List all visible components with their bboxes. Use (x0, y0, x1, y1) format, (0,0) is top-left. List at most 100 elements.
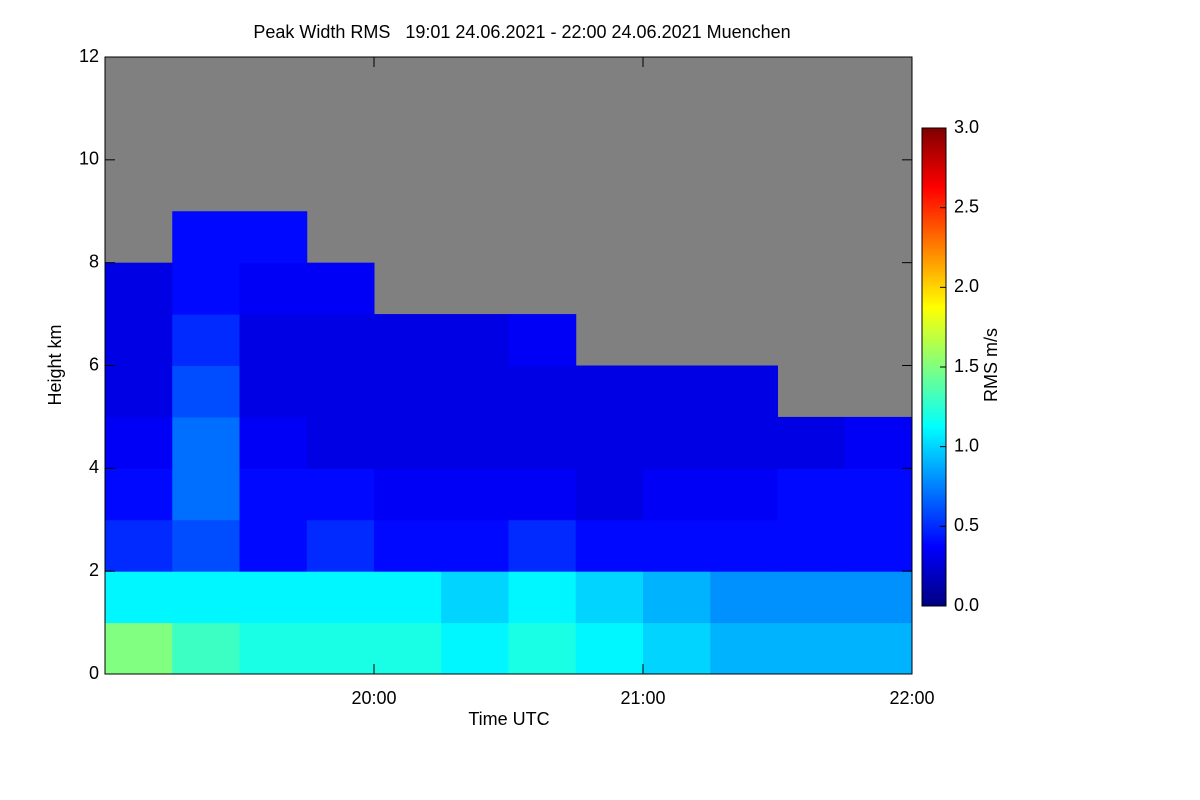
y-tick-label: 2 (89, 560, 99, 580)
heatmap-cell (306, 365, 375, 418)
heatmap-cell (710, 416, 778, 469)
heatmap-cell (172, 519, 240, 572)
heatmap-cell (239, 468, 308, 521)
heatmap-cell (239, 571, 308, 624)
heatmap-cell (374, 416, 442, 469)
heatmap-cell (508, 365, 577, 418)
heatmap-cell (239, 211, 308, 264)
colorbar-tick-label: 1.5 (954, 356, 979, 376)
heatmap-cell (306, 314, 375, 366)
heatmap-cell (508, 519, 577, 572)
heatmap-cell (710, 622, 778, 675)
y-tick-label: 6 (89, 354, 99, 374)
heatmap-cell (306, 622, 375, 675)
heatmap-cell (105, 622, 173, 675)
heatmap-cell (844, 622, 913, 675)
x-tick-label: 22:00 (889, 688, 934, 708)
heatmap-cell (239, 519, 308, 572)
heatmap-cell (441, 571, 509, 624)
colorbar-tick-label: 2.5 (954, 196, 979, 216)
heatmap-cell (306, 416, 375, 469)
y-tick-label: 0 (89, 663, 99, 683)
heatmap-cell (441, 314, 509, 366)
heatmap-cell (239, 416, 308, 469)
heatmap-cell (508, 416, 577, 469)
heatmap-cell (105, 416, 173, 469)
heatmap-cell (105, 571, 173, 624)
heatmap-cell (575, 365, 644, 418)
heatmap-cell (172, 211, 240, 264)
heatmap-cell (710, 365, 778, 418)
heatmap-cell (710, 571, 778, 624)
heatmap-cell (710, 468, 778, 521)
heatmap-cell (172, 262, 240, 315)
heatmap-cell (239, 365, 308, 418)
heatmap-cell (441, 622, 509, 675)
colorbar-tick-label: 1.0 (954, 435, 979, 455)
heatmap-cell (575, 622, 644, 675)
heatmap-cell (105, 468, 173, 521)
heatmap-cell (306, 519, 375, 572)
heatmap-cell (777, 519, 846, 572)
heatmap-cell (306, 262, 375, 315)
heatmap-cell (441, 519, 509, 572)
heatmap-cell (105, 519, 173, 572)
colorbar-tick-label: 3.0 (954, 117, 979, 137)
y-tick-label: 12 (79, 46, 99, 66)
y-tick-label: 10 (79, 149, 99, 169)
heatmap-cell (844, 468, 913, 521)
heatmap-cell (575, 519, 644, 572)
heatmap-cell (172, 314, 240, 366)
heatmap-cell (374, 468, 442, 521)
chart-title: Peak Width RMS 19:01 24.06.2021 - 22:00 … (253, 22, 790, 42)
heatmap-cell (508, 622, 577, 675)
heatmap-cell (172, 365, 240, 418)
heatmap-cell (777, 622, 846, 675)
heatmap-cell (643, 519, 711, 572)
heatmap-cell (105, 262, 173, 315)
heatmap-cell (777, 468, 846, 521)
heatmap-cell (777, 571, 846, 624)
heatmap-cell (105, 314, 173, 366)
heatmap-cell (575, 571, 644, 624)
heatmap-cell (172, 571, 240, 624)
heatmap-cell (441, 365, 509, 418)
heatmap-cell (643, 622, 711, 675)
y-tick-label: 4 (89, 457, 99, 477)
heatmap-cell (239, 262, 308, 315)
heatmap-cell (239, 622, 308, 675)
x-tick-label: 20:00 (351, 688, 396, 708)
heatmap-cell (172, 416, 240, 469)
heatmap-cell (643, 468, 711, 521)
heatmap-cell (172, 468, 240, 521)
heatmap-cell (508, 314, 577, 366)
y-axis-label: Height km (45, 324, 65, 405)
heatmap-cell (575, 468, 644, 521)
heatmap-cell (643, 365, 711, 418)
colorbar-tick-label: 2.0 (954, 276, 979, 296)
heatmap-cell (306, 468, 375, 521)
x-tick-label: 21:00 (620, 688, 665, 708)
heatmap-cell (844, 571, 913, 624)
heatmap-cell (508, 468, 577, 521)
heatmap-cell (710, 519, 778, 572)
colorbar-tick-label: 0.5 (954, 515, 979, 535)
heatmap-cell (508, 571, 577, 624)
heatmap-cell (777, 416, 846, 469)
y-tick-label: 8 (89, 251, 99, 271)
heatmap-cell (374, 314, 442, 366)
heatmap-cell (239, 314, 308, 366)
colorbar-label: RMS m/s (981, 328, 1001, 402)
heatmap-cell (844, 416, 913, 469)
heatmap-cell (844, 519, 913, 572)
heatmap-cell (306, 571, 375, 624)
heatmap-cell (575, 416, 644, 469)
heatmap-cell (374, 365, 442, 418)
colorbar-tick-label: 0.0 (954, 595, 979, 615)
heatmap-cell (643, 416, 711, 469)
heatmap-cell (374, 571, 442, 624)
heatmap-cell (441, 468, 509, 521)
heatmap-cell (374, 622, 442, 675)
heatmap-cell (643, 571, 711, 624)
